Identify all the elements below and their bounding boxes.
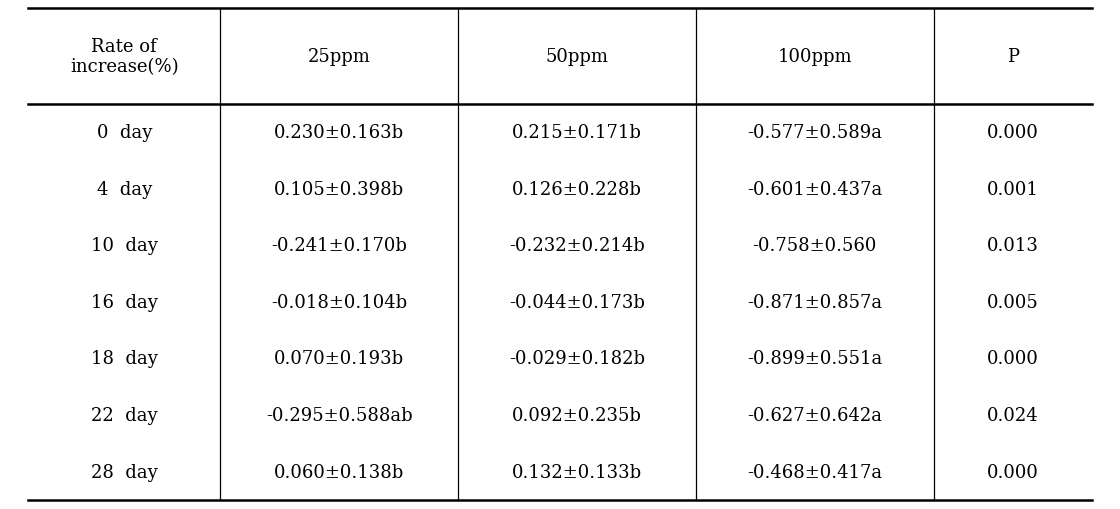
Text: -0.232±0.214b: -0.232±0.214b	[510, 237, 645, 255]
Text: -0.029±0.182b: -0.029±0.182b	[508, 350, 645, 367]
Text: 0.001: 0.001	[987, 181, 1038, 199]
Text: 16  day: 16 day	[91, 293, 158, 312]
Text: 0.013: 0.013	[987, 237, 1038, 255]
Text: -0.577±0.589a: -0.577±0.589a	[747, 124, 883, 142]
Text: -0.295±0.588ab: -0.295±0.588ab	[265, 406, 412, 424]
Text: 0.105±0.398b: 0.105±0.398b	[274, 181, 404, 199]
Text: -0.468±0.417a: -0.468±0.417a	[747, 463, 883, 480]
Text: P: P	[1007, 48, 1019, 66]
Text: 0.000: 0.000	[987, 350, 1038, 367]
Text: 18  day: 18 day	[91, 350, 158, 367]
Text: -0.601±0.437a: -0.601±0.437a	[747, 181, 883, 199]
Text: 0.070±0.193b: 0.070±0.193b	[274, 350, 404, 367]
Text: 10  day: 10 day	[91, 237, 158, 255]
Text: -0.018±0.104b: -0.018±0.104b	[271, 293, 408, 312]
Text: 0.215±0.171b: 0.215±0.171b	[512, 124, 642, 142]
Text: -0.758±0.560: -0.758±0.560	[753, 237, 877, 255]
Text: 22  day: 22 day	[91, 406, 158, 424]
Text: 0.000: 0.000	[987, 124, 1038, 142]
Text: Rate of
increase(%): Rate of increase(%)	[69, 38, 178, 76]
Text: -0.044±0.173b: -0.044±0.173b	[510, 293, 645, 312]
Text: 28  day: 28 day	[91, 463, 158, 480]
Text: 0.132±0.133b: 0.132±0.133b	[512, 463, 642, 480]
Text: 100ppm: 100ppm	[777, 48, 852, 66]
Text: -0.899±0.551a: -0.899±0.551a	[747, 350, 883, 367]
Text: 50ppm: 50ppm	[545, 48, 608, 66]
Text: -0.241±0.170b: -0.241±0.170b	[271, 237, 408, 255]
Text: 25ppm: 25ppm	[308, 48, 371, 66]
Text: -0.871±0.857a: -0.871±0.857a	[747, 293, 883, 312]
Text: 0.024: 0.024	[987, 406, 1038, 424]
Text: 0.092±0.235b: 0.092±0.235b	[512, 406, 642, 424]
Text: 0.060±0.138b: 0.060±0.138b	[274, 463, 404, 480]
Text: -0.627±0.642a: -0.627±0.642a	[747, 406, 883, 424]
Text: 0.000: 0.000	[987, 463, 1038, 480]
Text: 0.005: 0.005	[987, 293, 1038, 312]
Text: 0.230±0.163b: 0.230±0.163b	[274, 124, 404, 142]
Text: 4  day: 4 day	[96, 181, 152, 199]
Text: 0  day: 0 day	[96, 124, 152, 142]
Text: 0.126±0.228b: 0.126±0.228b	[512, 181, 642, 199]
